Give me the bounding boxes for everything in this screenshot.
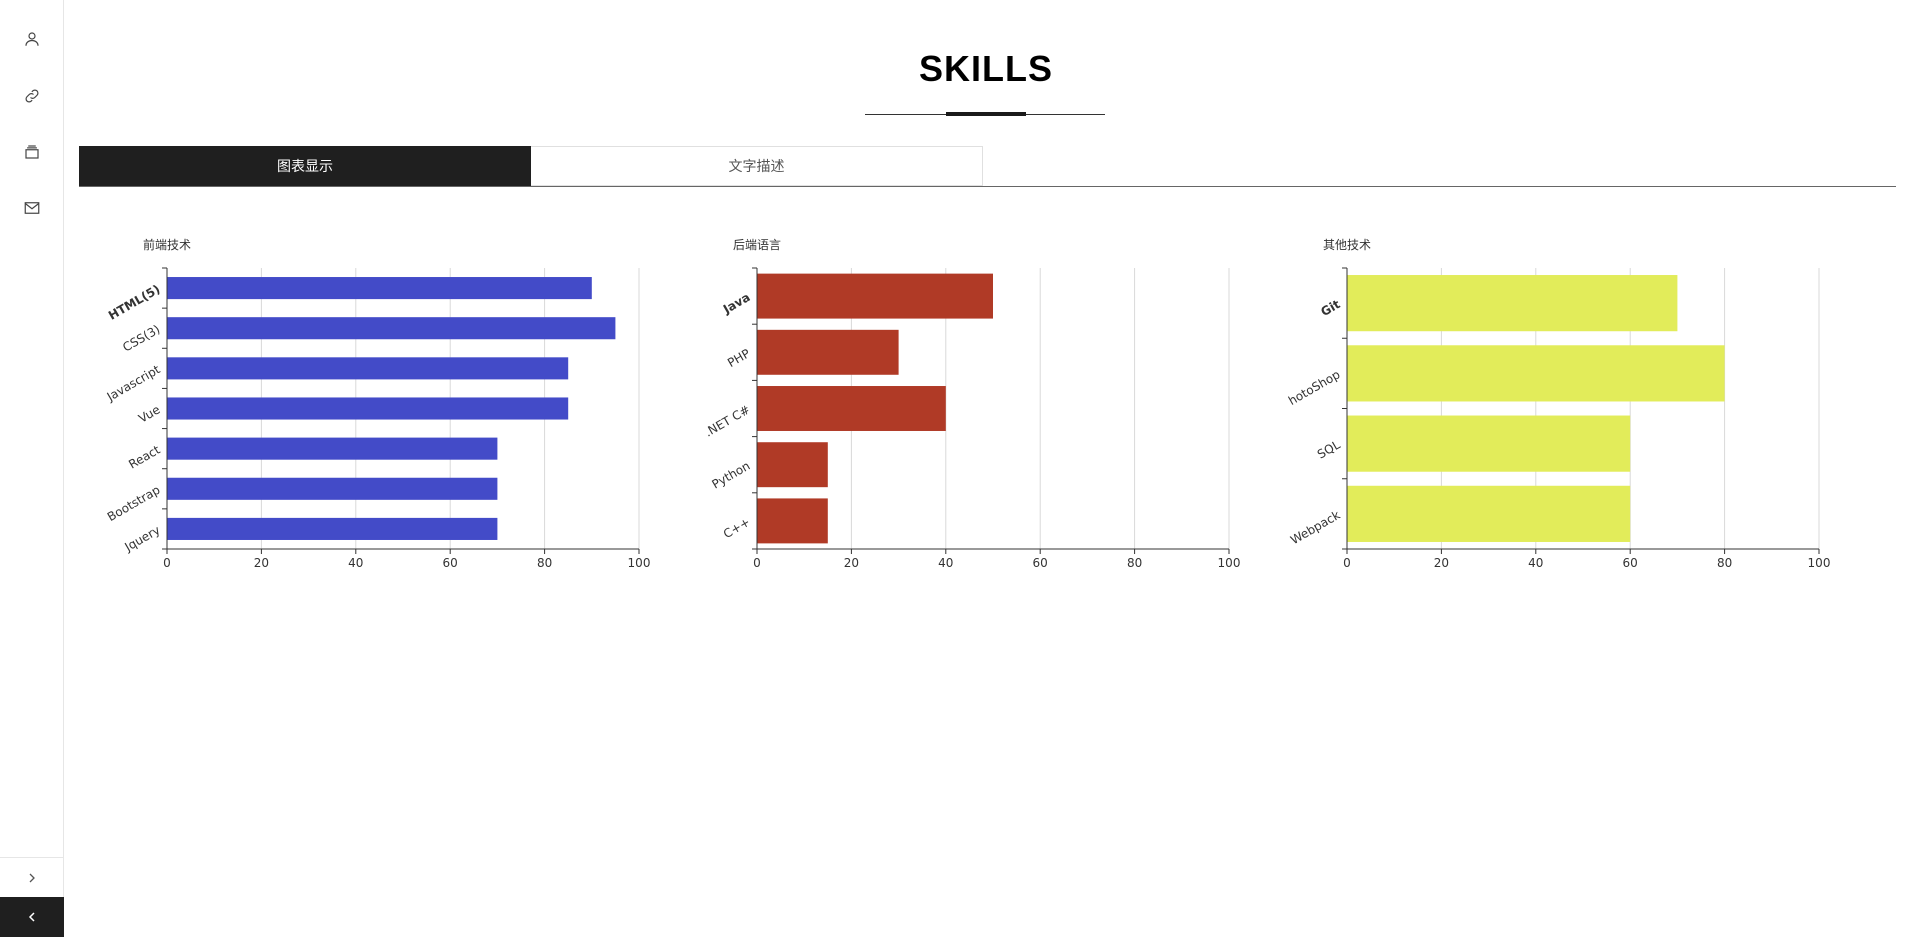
chart-1-xtick-label: 80 [537,556,552,570]
chart-2-xtick-label: 60 [1033,556,1048,570]
chart-1-category-label: Jquery [122,523,163,555]
stack-icon[interactable] [20,140,44,164]
chart-1-bar [167,517,498,540]
link-icon[interactable] [20,84,44,108]
prev-button[interactable] [0,897,64,937]
chart-1-xtick-label: 0 [163,556,171,570]
chart-1-xtick-label: 20 [254,556,269,570]
tab-divider [79,186,1896,187]
chevron-right-icon [29,873,35,882]
chart-3-xtick-label: 100 [1808,556,1831,570]
chart-2-xtick-label: 0 [753,556,761,570]
chart-2-category-label: PHP [725,346,752,370]
mail-icon[interactable] [20,196,44,220]
chart-2-category-label: .NET C# [702,402,752,439]
chart-3-category-label: Git [1318,297,1342,319]
chart-1-xtick-label: 100 [628,556,651,570]
title-underline-accent [946,112,1026,116]
chart-3-category-label: Webpack [1288,508,1342,547]
chart-3-xtick-label: 60 [1623,556,1638,570]
chart-3-category-label: SQL [1315,437,1343,461]
chart-1-category-label: CSS(3) [120,322,162,354]
sidebar [0,0,64,937]
user-icon[interactable] [20,27,44,51]
chart-1-category-label: Vue [136,402,162,425]
chart-3-xtick-label: 20 [1434,556,1449,570]
chart-2-xtick-label: 80 [1127,556,1142,570]
chart-2-bar [757,273,993,319]
chart-3-bar [1347,345,1725,402]
tab-bar: 图表显示 文字描述 [79,146,983,186]
chart-3-title: 其他技术 [1323,238,1371,252]
chart-3-bar [1347,415,1631,472]
chart-2-bar [757,442,828,488]
tab-text-description[interactable]: 文字描述 [531,146,983,186]
chart-3-bar [1347,485,1631,542]
chart-1-xtick-label: 40 [348,556,363,570]
chart-2-category-label: Java [720,290,753,317]
chart-3-xtick-label: 0 [1343,556,1351,570]
chart-3-bar [1347,275,1678,332]
chart-3-xtick-label: 40 [1528,556,1543,570]
chart-2-bar [757,329,899,375]
chart-1-bar [167,357,569,380]
chart-1-category-label: Javascript [104,362,163,404]
chart-1-title: 前端技术 [143,237,191,252]
chart-1-category-label: React [126,442,163,471]
chart-2-bar [757,498,828,544]
page-title: SKILLS [918,48,1053,89]
chart-2-xtick-label: 40 [938,556,953,570]
chart-1-bar [167,277,592,300]
chevron-left-icon [28,912,35,922]
chart-2-bar [757,386,946,431]
tab-chart-view[interactable]: 图表显示 [79,146,531,186]
chart-2-xtick-label: 100 [1218,556,1241,570]
next-button[interactable] [0,857,63,897]
chart-1-category-label: Bootstrap [105,483,163,524]
chart-1-bar [167,397,569,420]
chart-2-category-label: Python [709,459,752,492]
chart-2-category-label: C++ [721,515,753,541]
chart-1-category-label: HTML(5) [106,282,162,323]
chart-3-category-label: hotoShop [1286,367,1343,408]
chart-1-bar [167,437,498,460]
chart-3-xtick-label: 80 [1717,556,1732,570]
chart-1-xtick-label: 60 [443,556,458,570]
chart-1-bar [167,317,616,340]
chart-1-bar [167,477,498,500]
chart-2-xtick-label: 20 [844,556,859,570]
chart-2-title: 后端语言 [733,238,781,252]
